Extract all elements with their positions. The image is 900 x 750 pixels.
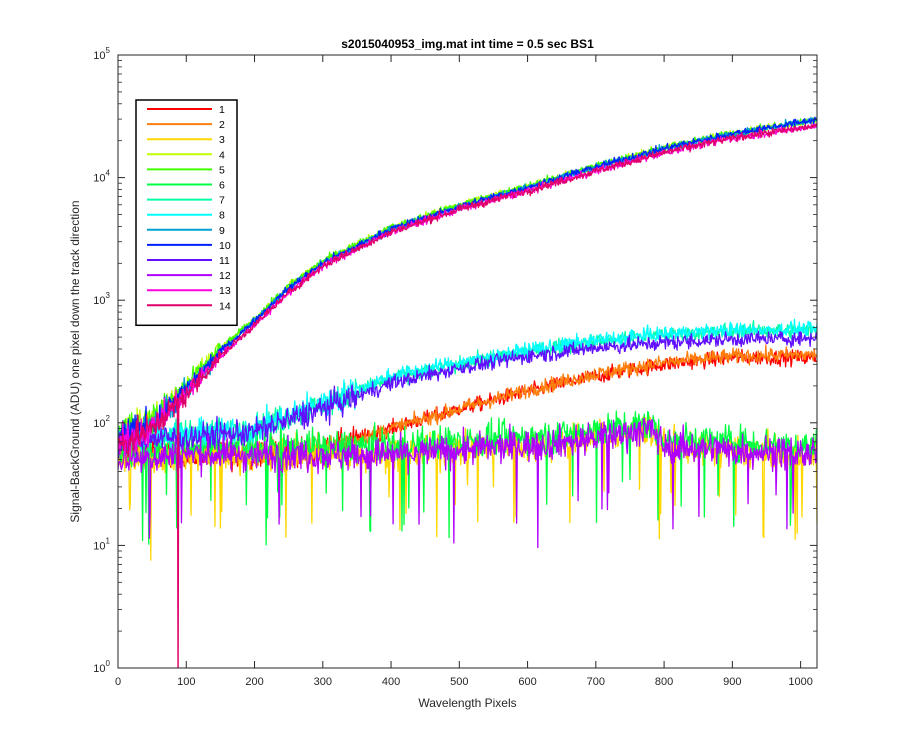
- legend-label-6: 6: [219, 180, 225, 192]
- x-tick-label-400: 400: [382, 676, 400, 688]
- x-tick-label-500: 500: [450, 676, 468, 688]
- legend-label-13: 13: [219, 285, 231, 297]
- y-tick-exponent-0: 0: [106, 659, 111, 668]
- series-line-12: [118, 417, 817, 549]
- x-tick-label-600: 600: [518, 676, 536, 688]
- y-tick-exponent-4: 4: [106, 169, 111, 178]
- legend-label-14: 14: [219, 300, 231, 312]
- x-tick-label-1000: 1000: [788, 676, 812, 688]
- x-tick-label-100: 100: [177, 676, 195, 688]
- legend-label-11: 11: [219, 255, 230, 267]
- legend-label-2: 2: [219, 119, 225, 131]
- axes-box: [117, 54, 818, 669]
- x-tick-label-0: 0: [115, 676, 121, 688]
- series-layer: [118, 116, 817, 668]
- x-axis-label: Wavelength Pixels: [418, 696, 516, 710]
- legend-label-10: 10: [219, 240, 231, 252]
- y-tick-exponent-3: 3: [106, 291, 111, 300]
- y-axis-label: Signal-BackGround (ADU) one pixel down t…: [68, 200, 82, 522]
- series-line-11: [118, 330, 817, 459]
- legend-label-3: 3: [219, 134, 225, 146]
- legend-label-5: 5: [219, 164, 225, 176]
- chart-title: s2015040953_img.mat int time = 0.5 sec B…: [341, 37, 594, 51]
- series-line-14: [118, 123, 817, 668]
- x-tick-label-700: 700: [587, 676, 605, 688]
- y-tick-exponent-1: 1: [106, 536, 111, 545]
- x-tick-label-300: 300: [314, 676, 332, 688]
- legend-label-7: 7: [219, 195, 225, 207]
- legend-label-9: 9: [219, 225, 225, 237]
- legend-label-4: 4: [219, 149, 225, 161]
- legend-box: [135, 99, 238, 327]
- legend-label-12: 12: [219, 270, 231, 282]
- y-tick-exponent-5: 5: [106, 46, 111, 55]
- x-tick-label-800: 800: [655, 676, 673, 688]
- ticks-layer: 0 100 200 300 400 500 600 700 800 900 100010010110…: [93, 46, 817, 688]
- x-tick-label-900: 900: [723, 676, 741, 688]
- x-tick-label-200: 200: [245, 676, 263, 688]
- legend-label-8: 8: [219, 210, 225, 222]
- legend-label-1: 1: [219, 104, 225, 116]
- y-tick-exponent-2: 2: [106, 414, 111, 423]
